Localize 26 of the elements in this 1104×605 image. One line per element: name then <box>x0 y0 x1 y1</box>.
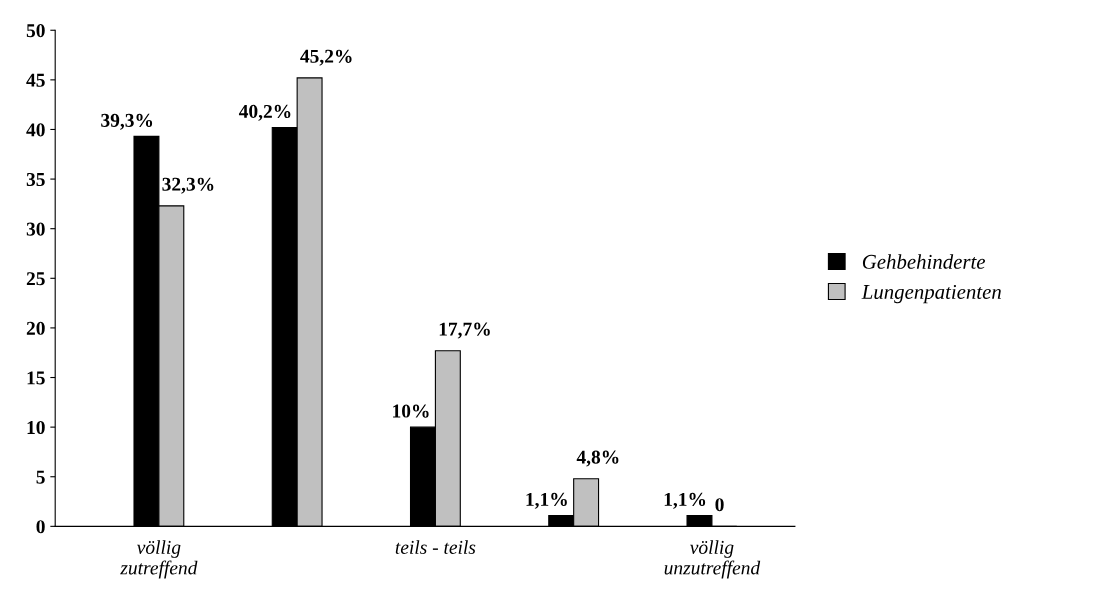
data-label: 1,1% <box>526 492 567 509</box>
data-label: 10% <box>393 404 429 418</box>
y-tick-label: 20 <box>26 321 45 335</box>
y-tick-label: 40 <box>26 123 45 137</box>
y-tick-label: 10 <box>27 420 45 435</box>
x-tick-label: völlig zutreffend <box>120 540 198 579</box>
data-label: 40,2% <box>238 104 291 121</box>
y-tick-label: 30 <box>26 222 45 236</box>
y-tick-label: 25 <box>26 272 45 286</box>
legend-label: Gehbehinderte <box>862 254 986 269</box>
y-tick-label: 45 <box>26 73 45 87</box>
data-label: 4,8% <box>576 450 619 467</box>
y-tick-label: 35 <box>26 172 45 187</box>
x-tick-label: teils - teils <box>395 540 476 554</box>
legend-label: Lungenpatienten <box>861 284 1001 304</box>
y-tick-label: 50 <box>26 24 45 38</box>
y-tick-label: 0 <box>36 520 45 534</box>
data-label: 17,7% <box>439 322 490 339</box>
y-tick-label: 15 <box>27 371 45 385</box>
data-label: 45,2% <box>300 49 352 66</box>
data-label: 0 <box>715 498 724 512</box>
data-label: 39,3% <box>101 113 153 130</box>
y-tick-label: 5 <box>36 470 45 484</box>
x-tick-label: völlig unzutreffend <box>664 540 761 579</box>
data-label: 32,3% <box>162 177 214 194</box>
data-label: 1,1% <box>664 492 706 509</box>
